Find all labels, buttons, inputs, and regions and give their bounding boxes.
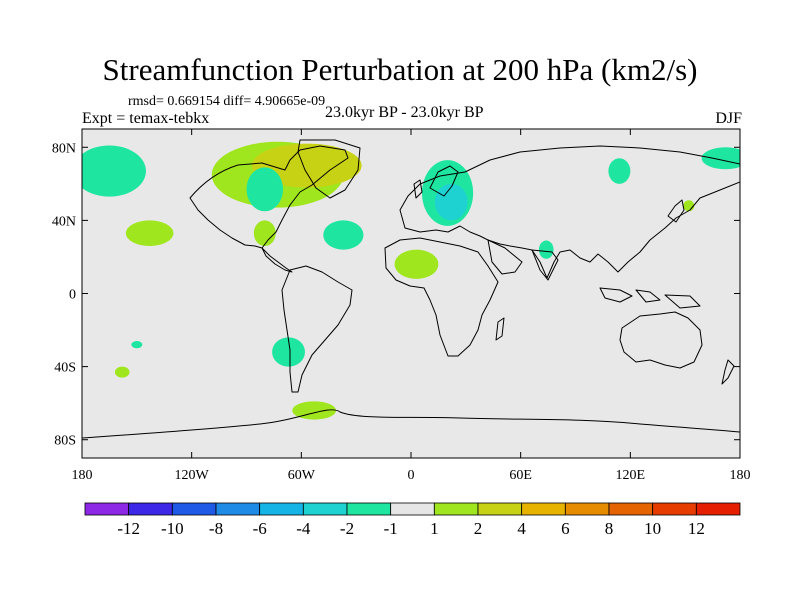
anomaly-region bbox=[608, 158, 631, 184]
coast-australia bbox=[619, 311, 703, 369]
x-tick-label: 120W bbox=[175, 468, 210, 483]
anomaly-region bbox=[114, 366, 130, 378]
period-label: 23.0kyr BP - 23.0kyr BP bbox=[325, 104, 484, 121]
anomaly-region bbox=[246, 167, 284, 212]
anomaly-region bbox=[394, 249, 439, 279]
colorbar-label: 4 bbox=[517, 519, 526, 538]
coast-new-zealand bbox=[721, 359, 735, 385]
coast-north-america bbox=[189, 145, 349, 249]
coast-scandinavia bbox=[429, 165, 459, 197]
colorbar-box bbox=[608, 502, 654, 516]
anomaly-region bbox=[292, 401, 337, 420]
colorbar-label: 12 bbox=[688, 519, 705, 538]
colorbar-box bbox=[128, 502, 173, 516]
colorbar-label: -12 bbox=[117, 519, 140, 538]
colorbar-box bbox=[215, 502, 261, 516]
anomaly-region bbox=[253, 220, 276, 246]
colorbar-box bbox=[302, 502, 348, 516]
colorbar-label: -4 bbox=[296, 519, 311, 538]
x-tick-label: 0 bbox=[408, 468, 415, 483]
coast-india bbox=[531, 249, 559, 281]
x-axis: 180 120W 60W 0 60E 120E 180 bbox=[72, 129, 751, 483]
colorbar-label: -6 bbox=[253, 519, 267, 538]
anomaly-region bbox=[125, 220, 174, 246]
anomaly-region bbox=[701, 147, 740, 170]
anomaly-region bbox=[131, 341, 143, 349]
anomaly-region bbox=[434, 183, 468, 221]
colorbar-box bbox=[433, 502, 479, 516]
colorbar-label: -8 bbox=[209, 519, 223, 538]
anomaly-region bbox=[272, 337, 305, 367]
colorbar-label: 1 bbox=[430, 519, 439, 538]
coast-uk bbox=[413, 179, 423, 199]
coast-indonesia bbox=[599, 287, 701, 309]
colorbar-box bbox=[171, 502, 217, 516]
coast-japan bbox=[667, 199, 685, 223]
x-tick-label: 60E bbox=[509, 468, 532, 483]
x-tick-label: 180 bbox=[730, 468, 751, 483]
colorbar-label: 2 bbox=[474, 519, 483, 538]
colorbar-label: -10 bbox=[161, 519, 184, 538]
x-tick-label: 60W bbox=[288, 468, 316, 483]
colorbar-label: 8 bbox=[605, 519, 614, 538]
colorbar-label: 6 bbox=[561, 519, 570, 538]
y-tick-label: 0 bbox=[69, 288, 76, 303]
map-background bbox=[82, 129, 740, 458]
colorbar-box bbox=[477, 502, 523, 516]
coast-antarctica bbox=[82, 409, 740, 439]
colorbar-box bbox=[346, 502, 392, 516]
plot-title: Streamfunction Perturbation at 200 hPa (… bbox=[102, 52, 698, 87]
colorbar-box bbox=[695, 502, 741, 516]
coast-south-america bbox=[281, 265, 353, 393]
colorbar-box bbox=[84, 502, 130, 516]
experiment-label: Expt = temax-tebkx bbox=[82, 110, 210, 127]
colorbar-box bbox=[521, 502, 566, 516]
coast-central-america bbox=[261, 247, 293, 273]
anomaly-region bbox=[82, 145, 146, 197]
colorbar: -12 -10 -8 -6 -4 -2 -1 1 2 4 6 8 10 12 bbox=[84, 502, 741, 538]
y-tick-label: 40S bbox=[54, 361, 76, 376]
x-tick-label: 180 bbox=[72, 468, 93, 483]
colorbar-label: 10 bbox=[644, 519, 661, 538]
anomaly-layer bbox=[82, 141, 740, 420]
coast-arabia bbox=[487, 239, 523, 275]
colorbar-box bbox=[652, 502, 697, 516]
stats-label: rmsd= 0.669154 diff= 4.90665e-09 bbox=[128, 94, 326, 109]
y-tick-label: 80N bbox=[52, 141, 76, 156]
anomaly-region bbox=[323, 220, 364, 250]
colorbar-box bbox=[259, 502, 304, 516]
colorbar-box bbox=[564, 502, 610, 516]
colorbar-label: -2 bbox=[340, 519, 354, 538]
x-tick-label: 120E bbox=[616, 468, 646, 483]
season-label: DJF bbox=[715, 110, 742, 127]
coastlines bbox=[82, 139, 740, 439]
coast-africa bbox=[384, 237, 499, 357]
anomaly-region bbox=[538, 240, 554, 259]
coast-greenland bbox=[297, 139, 361, 199]
y-tick-label: 80S bbox=[54, 434, 76, 449]
coast-madagascar bbox=[495, 317, 505, 341]
anomaly-region bbox=[683, 200, 695, 212]
y-tick-label: 40N bbox=[52, 214, 76, 229]
colorbar-label: -1 bbox=[384, 519, 398, 538]
colorbar-box bbox=[390, 502, 435, 516]
y-axis: 80N 40N 0 40S 80S bbox=[52, 141, 740, 449]
